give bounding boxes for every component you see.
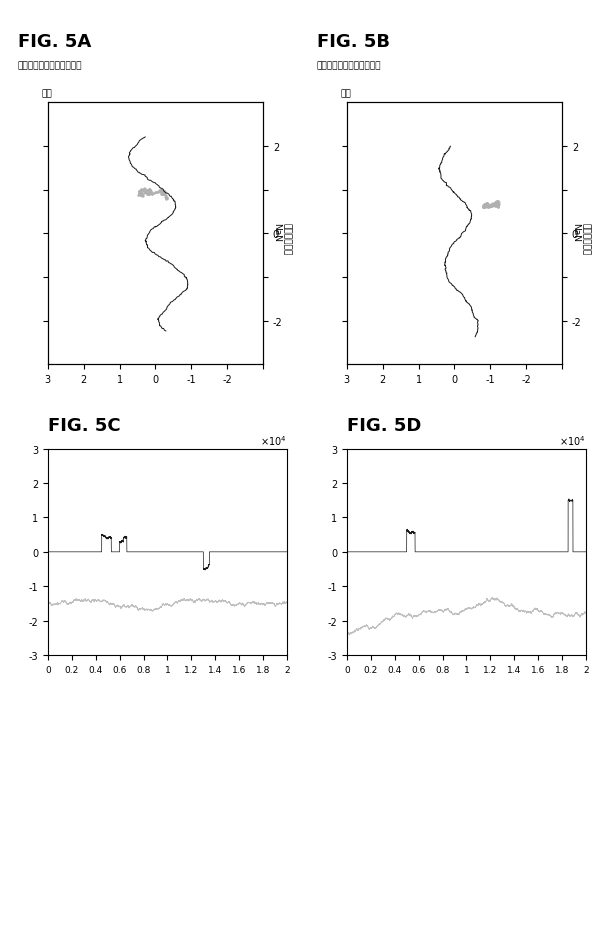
Text: FIG. 5B: FIG. 5B <box>317 33 390 51</box>
Text: FIG. 5C: FIG. 5C <box>48 417 120 434</box>
Text: 右眼: 右眼 <box>341 89 352 98</box>
Text: 脳振盪の対象の両眼追跡：: 脳振盪の対象の両眼追跡： <box>317 61 382 70</box>
Text: $\times10^4$: $\times10^4$ <box>260 433 287 447</box>
Text: アスペクト比
NaN: アスペクト比 NaN <box>272 223 291 255</box>
Text: 左眼: 左眼 <box>42 89 53 98</box>
Text: FIG. 5D: FIG. 5D <box>347 417 421 434</box>
Text: 脳振盪の対象の両眼追跡：: 脳振盪の対象の両眼追跡： <box>18 61 83 70</box>
Text: アスペクト比
NaN: アスペクト比 NaN <box>571 223 590 255</box>
Text: $\times10^4$: $\times10^4$ <box>559 433 586 447</box>
Text: FIG. 5A: FIG. 5A <box>18 33 91 51</box>
